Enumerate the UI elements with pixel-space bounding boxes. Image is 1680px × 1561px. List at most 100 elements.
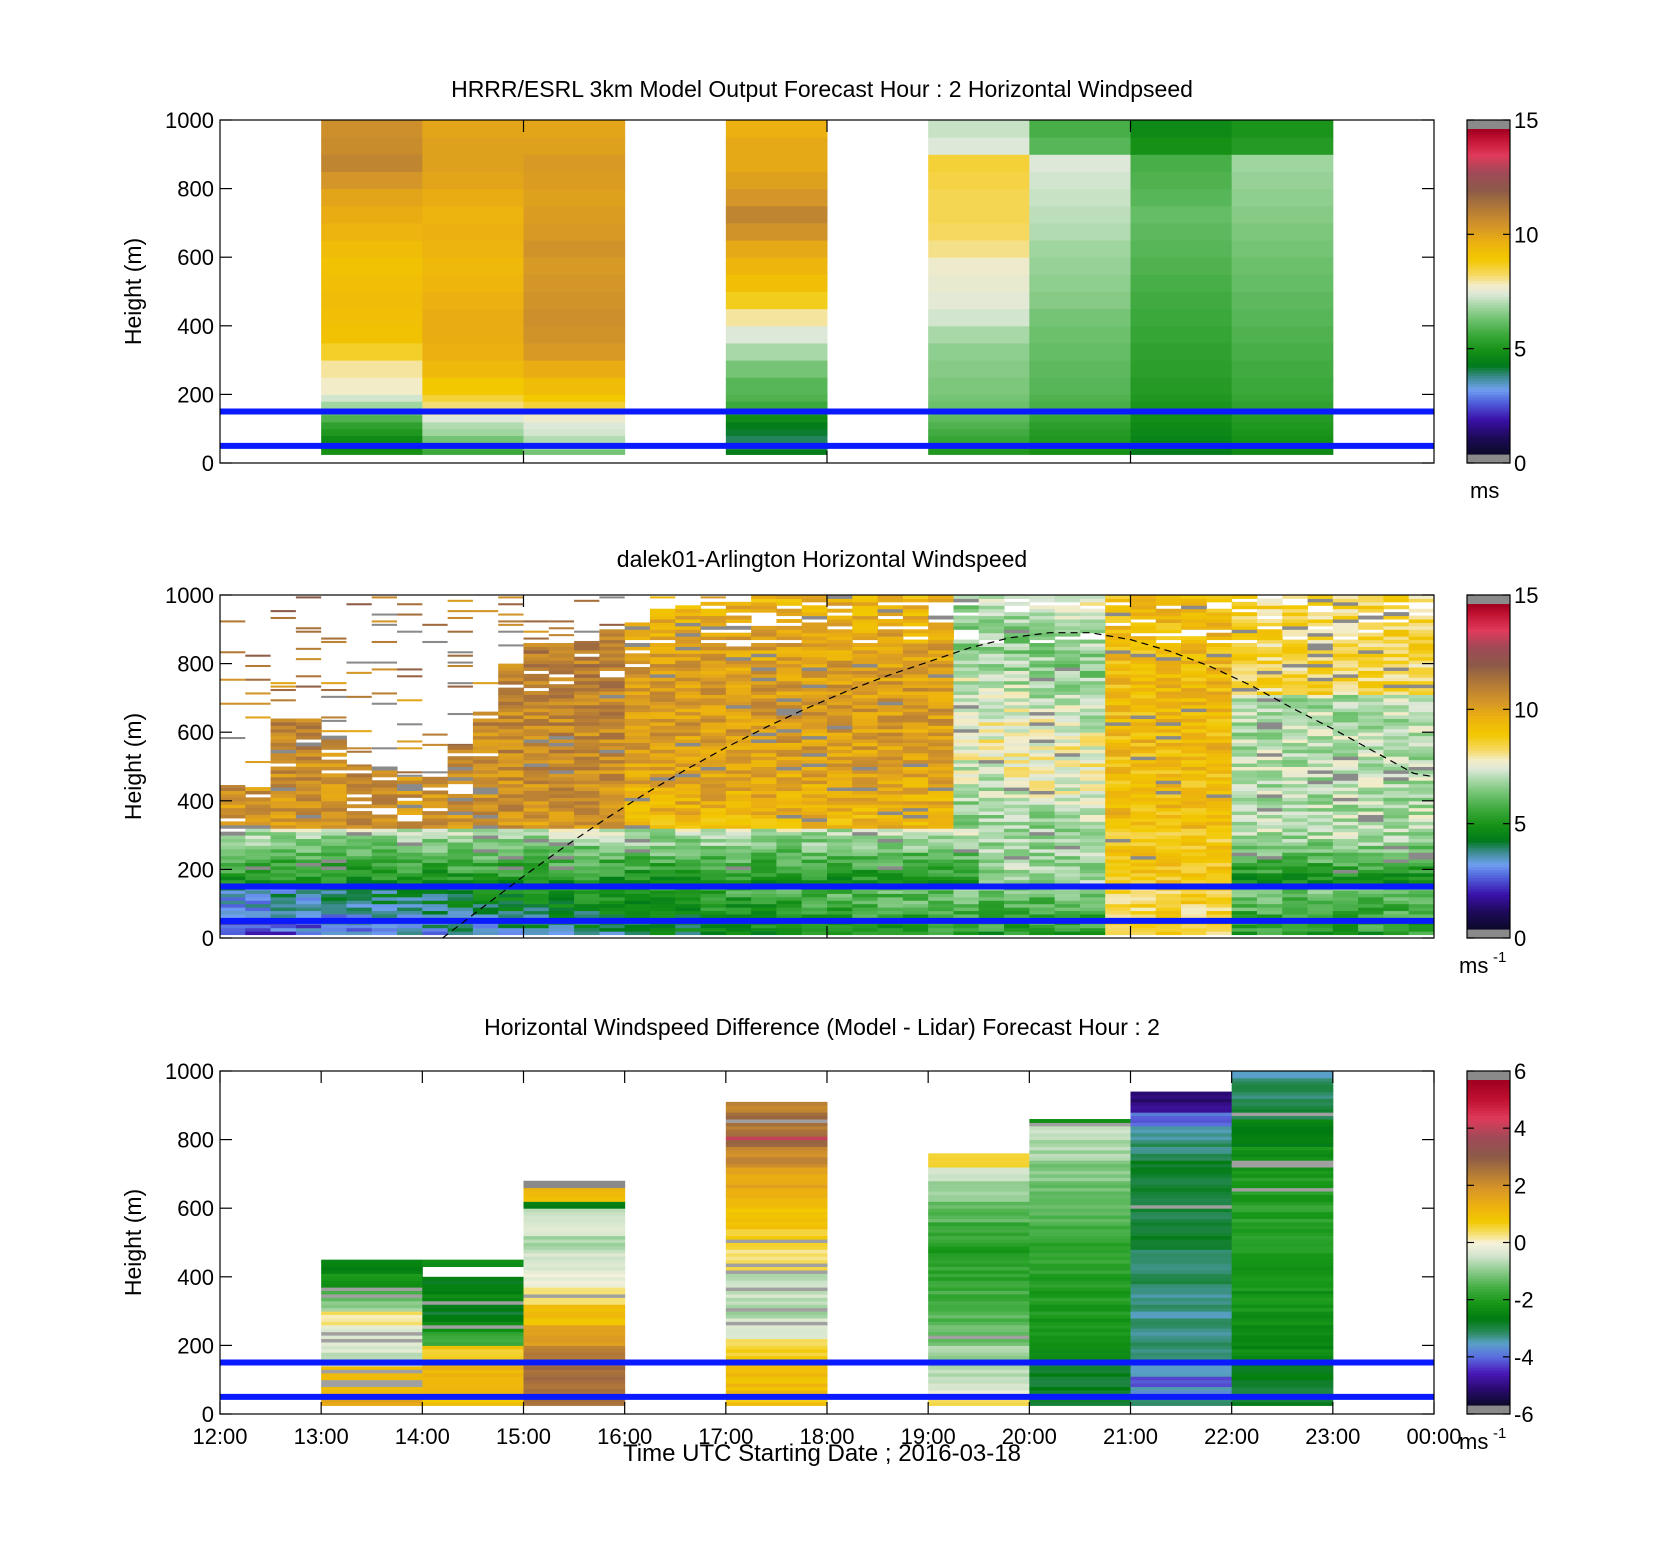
heatmap-cell [1181, 845, 1207, 850]
heatmap-cell [1231, 673, 1258, 678]
heatmap-cell [1358, 725, 1384, 730]
heatmap-cell [1079, 598, 1106, 603]
heatmap-cell [1408, 804, 1435, 809]
heatmap-cell [472, 910, 499, 915]
heatmap-cell [1181, 704, 1207, 709]
y-tick-label: 600 [177, 720, 214, 745]
heatmap-cell [1004, 718, 1030, 723]
heatmap-cell [1004, 622, 1030, 627]
heatmap-cell [1332, 893, 1359, 898]
heatmap-cell [1282, 756, 1309, 761]
heatmap-cell [725, 1379, 828, 1384]
heatmap-cell [321, 154, 423, 172]
heatmap-cell [928, 1249, 1030, 1254]
heatmap-cell [1383, 728, 1410, 733]
heatmap-cell [902, 704, 929, 709]
heatmap-cell [321, 360, 423, 378]
heatmap-cell [751, 643, 777, 647]
heatmap-cell [1004, 601, 1030, 606]
heatmap-cell [928, 687, 954, 692]
heatmap-cell [1181, 752, 1207, 757]
heatmap-cell [827, 889, 853, 894]
heatmap-cell [447, 910, 474, 915]
heatmap-cell [953, 763, 980, 767]
heatmap-cell [1004, 615, 1030, 620]
heatmap-cell [1029, 240, 1131, 258]
heatmap-cell [1054, 749, 1081, 754]
heatmap-cell [877, 649, 904, 654]
heatmap-cell [1383, 708, 1410, 713]
heatmap-cell [751, 680, 777, 685]
heatmap-cell [295, 732, 322, 737]
heatmap-cell [902, 869, 929, 874]
y-tick-label: 0 [202, 451, 214, 476]
heatmap-cell [827, 913, 853, 918]
heatmap-cell [725, 907, 752, 912]
heatmap-cell [574, 800, 600, 805]
heatmap-cell [725, 1173, 828, 1178]
heatmap-cell [447, 712, 473, 716]
heatmap-cell [1155, 848, 1182, 853]
heatmap-cell [1206, 721, 1233, 726]
heatmap-cell [548, 704, 575, 709]
heatmap-cell [472, 800, 499, 805]
heatmap-cell [827, 862, 853, 867]
heatmap-cell [397, 828, 423, 833]
colorbar-swatch [1467, 161, 1510, 165]
heatmap-cell [953, 845, 980, 850]
heatmap-cell [397, 804, 423, 809]
heatmap-cell [321, 1287, 423, 1292]
heatmap-cell [371, 783, 398, 788]
heatmap-cell [928, 428, 1030, 437]
heatmap-cell [649, 615, 676, 620]
heatmap-cell [422, 804, 449, 809]
heatmap-cell [346, 797, 373, 802]
heatmap-cell [295, 811, 322, 816]
heatmap-cell [725, 1252, 828, 1257]
heatmap-cell [295, 900, 322, 905]
heatmap-cell [624, 783, 651, 788]
colorbar-swatch [1467, 234, 1510, 238]
heatmap-cell [902, 903, 929, 908]
heatmap-cell [1256, 814, 1283, 819]
heatmap-cell [1155, 841, 1182, 846]
heatmap-cell [776, 927, 803, 932]
heatmap-cell [1029, 896, 1056, 901]
heatmap-cell [1130, 653, 1157, 658]
heatmap-cell [1079, 673, 1106, 678]
heatmap-cell [1332, 776, 1359, 781]
panel-model-output: HRRR/ESRL 3km Model Output Forecast Hour… [120, 76, 1538, 503]
heatmap-cell [852, 835, 879, 840]
heatmap-cell [523, 838, 550, 843]
heatmap-cell [1130, 636, 1157, 641]
heatmap-cell [1231, 931, 1258, 936]
heatmap-cell [295, 735, 322, 740]
heatmap-cell [1181, 728, 1207, 733]
heatmap-cell [599, 684, 626, 689]
heatmap-cell [422, 1355, 524, 1360]
heatmap-cell [1307, 670, 1334, 675]
heatmap-cell [1383, 667, 1410, 671]
heatmap-cell [1231, 625, 1258, 630]
heatmap-cell [321, 766, 347, 771]
heatmap-cell [599, 756, 626, 761]
heatmap-cell [447, 865, 474, 870]
heatmap-cell [1155, 656, 1182, 661]
heatmap-cell [978, 595, 1005, 599]
heatmap-cell [725, 769, 752, 774]
heatmap-cell [725, 1352, 828, 1357]
y-axis-label: Height (m) [120, 713, 146, 820]
heatmap-cell [1054, 704, 1081, 709]
heatmap-cell [599, 865, 626, 870]
heatmap-cell [422, 821, 449, 826]
heatmap-cell [1383, 804, 1410, 809]
heatmap-cell [1004, 732, 1030, 737]
heatmap-cell [1130, 862, 1157, 867]
heatmap-cell [1206, 927, 1233, 932]
heatmap-cell [1256, 817, 1283, 822]
heatmap-cell [1130, 728, 1157, 733]
heatmap-cell [1282, 780, 1309, 785]
heatmap-cell [1130, 643, 1157, 647]
heatmap-cell [1358, 835, 1384, 840]
heatmap-cell [978, 625, 1005, 630]
